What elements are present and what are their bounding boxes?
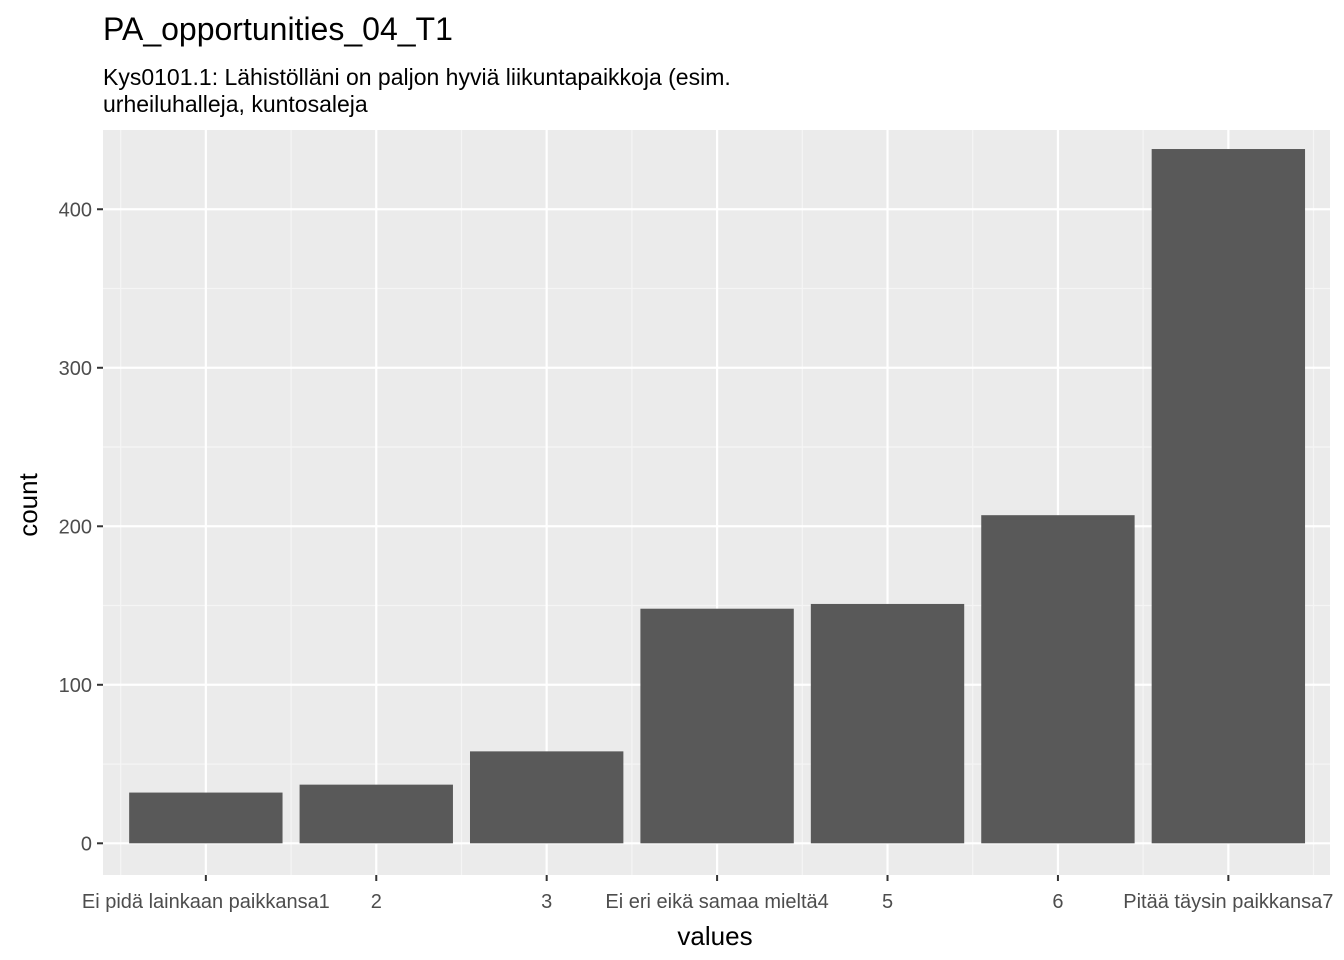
y-tick-label: 200 (59, 516, 92, 538)
y-tick-label: 0 (81, 833, 92, 855)
bar-4 (640, 608, 794, 844)
y-tick-label: 100 (59, 675, 92, 697)
bar-3 (469, 751, 624, 844)
bar-5 (810, 603, 965, 844)
bar-7 (1151, 149, 1306, 844)
x-tick-label: 5 (882, 891, 893, 913)
x-tick-label: 3 (541, 891, 552, 913)
bars (129, 149, 1306, 844)
x-axis-title: values (677, 921, 752, 951)
gridlines (103, 130, 1330, 875)
chart-subtitle-line-1: Kys0101.1: Lähistölläni on paljon hyviä … (103, 64, 731, 90)
x-tick-label: Ei eri eikä samaa mieltä4 (605, 891, 828, 913)
bar-1 (129, 792, 283, 844)
bar-2 (299, 784, 453, 844)
chart-subtitle-line-2: urheiluhalleja, kuntosaleja (103, 91, 368, 117)
x-tick-label: 2 (371, 891, 382, 913)
axes: 0 100 200 300 400 Ei pidä lainkaan paikkansa1… (59, 199, 1334, 913)
x-tick-label: Pitää täysin paikkansa7 (1123, 891, 1333, 913)
x-tick-label: Ei pidä lainkaan paikkansa1 (82, 891, 330, 913)
chart-title: PA_opportunities_04_T1 (103, 11, 453, 47)
y-axis-title: count (13, 472, 43, 536)
y-tick-label: 400 (59, 199, 92, 221)
y-tick-label: 300 (59, 358, 92, 380)
x-tick-label: 6 (1052, 891, 1063, 913)
bar-6 (981, 515, 1135, 844)
